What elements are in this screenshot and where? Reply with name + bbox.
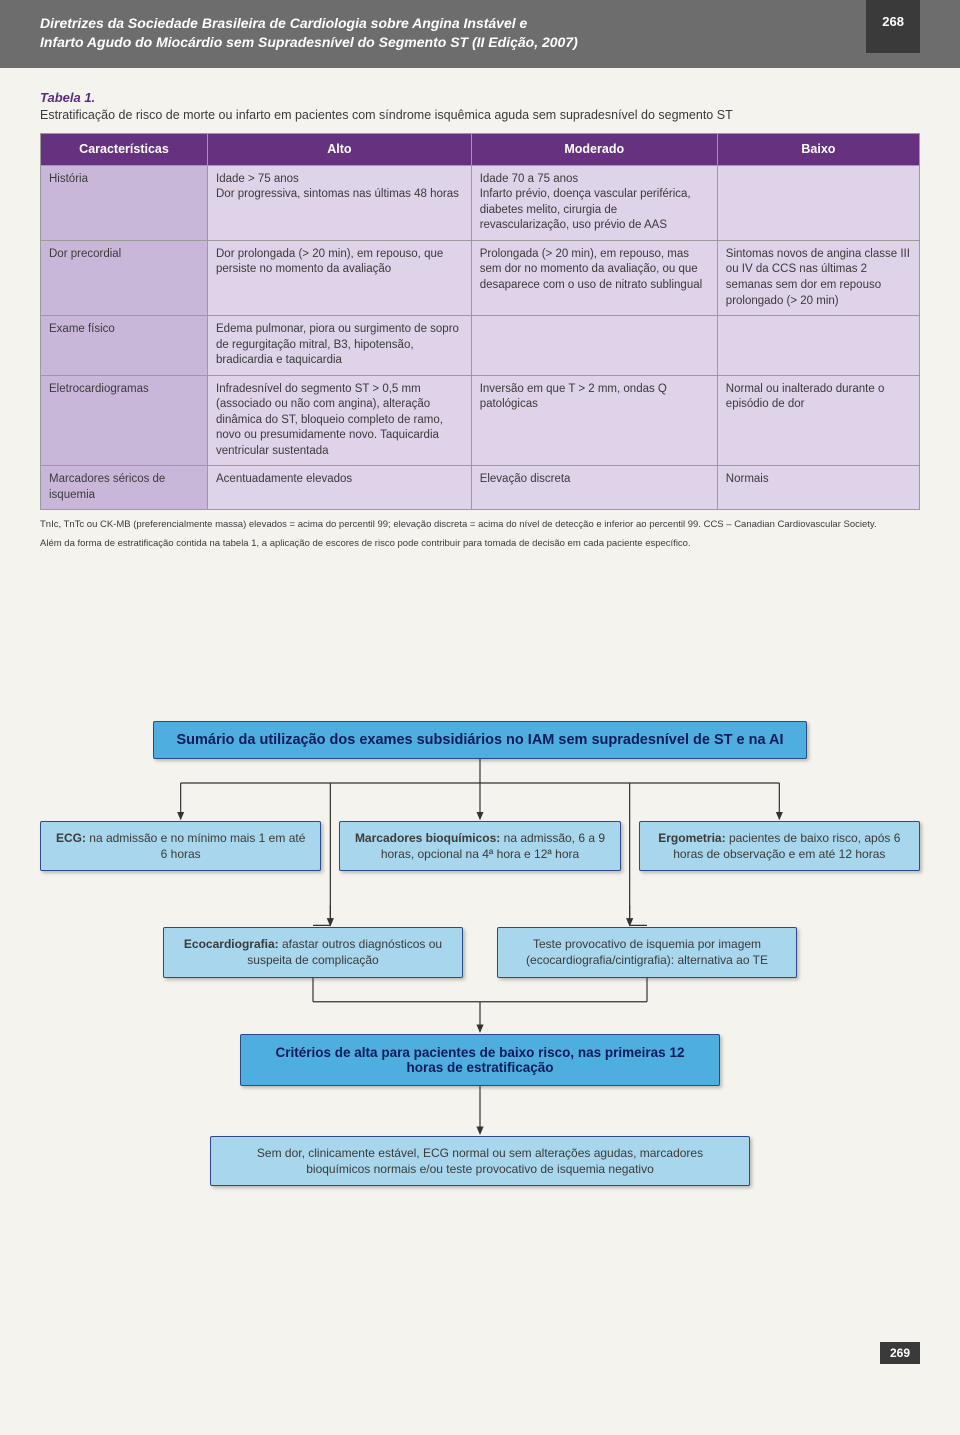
cell-moderado: Prolongada (> 20 min), em repouso, mas s…: [471, 240, 717, 315]
cell-alto: Edema pulmonar, piora ou surgimento de s…: [208, 316, 472, 376]
flowchart: Sumário da utilização dos exames subsidi…: [40, 721, 920, 1186]
cell-baixo: [717, 165, 919, 240]
table-row: Dor precordialDor prolongada (> 20 min),…: [41, 240, 920, 315]
col-header: Moderado: [471, 134, 717, 166]
cell-moderado: Elevação discreta: [471, 466, 717, 510]
label: ECG:: [56, 831, 86, 845]
table-row: HistóriaIdade > 75 anos Dor progressiva,…: [41, 165, 920, 240]
table-row: Exame físicoEdema pulmonar, piora ou sur…: [41, 316, 920, 376]
cell-baixo: Normais: [717, 466, 919, 510]
cell-moderado: Idade 70 a 75 anos Infarto prévio, doenç…: [471, 165, 717, 240]
cell-alto: Acentuadamente elevados: [208, 466, 472, 510]
cell-alto: Infradesnível do segmento ST > 0,5 mm (a…: [208, 375, 472, 466]
cell-moderado: [471, 316, 717, 376]
flow-box-echo: Ecocardiografia: afastar outros diagnóst…: [163, 927, 463, 977]
flow-criteria-title: Critérios de alta para pacientes de baix…: [240, 1034, 720, 1086]
cell-baixo: [717, 316, 919, 376]
table-footnote: TnIc, TnTc ou CK-MB (preferencialmente m…: [40, 518, 920, 531]
cell-baixo: Sintomas novos de angina classe III ou I…: [717, 240, 919, 315]
label: Ergometria:: [658, 831, 725, 845]
risk-table: Características Alto Moderado Baixo Hist…: [40, 133, 920, 510]
row-label: Exame físico: [41, 316, 208, 376]
text: na admissão e no mínimo mais 1 em até 6 …: [86, 831, 305, 861]
page-number-bottom: 269: [880, 1342, 920, 1364]
flow-title-text: Sumário da utilização dos exames subsidi…: [176, 732, 783, 748]
flow-title-box: Sumário da utilização dos exames subsidi…: [153, 721, 806, 759]
flow-box-ecg: ECG: na admissão e no mínimo mais 1 em a…: [40, 821, 321, 871]
table-header-row: Características Alto Moderado Baixo: [41, 134, 920, 166]
row-label: Eletrocardiogramas: [41, 375, 208, 466]
table-footnote: Além da forma de estratificação contida …: [40, 537, 920, 550]
cell-alto: Dor prolongada (> 20 min), em repouso, q…: [208, 240, 472, 315]
col-header: Baixo: [717, 134, 919, 166]
page-footer: 269: [0, 1346, 960, 1384]
row-label: História: [41, 165, 208, 240]
cell-alto: Idade > 75 anos Dor progressiva, sintoma…: [208, 165, 472, 240]
table-label: Tabela 1.: [40, 90, 920, 105]
flow-row-exams: ECG: na admissão e no mínimo mais 1 em a…: [40, 821, 920, 871]
cell-moderado: Inversão em que T > 2 mm, ondas Q patoló…: [471, 375, 717, 466]
label: Marcadores bioquímicos:: [355, 831, 500, 845]
header-line2: Infarto Agudo do Miocárdio sem Supradesn…: [40, 34, 578, 50]
flow-box-ergometry: Ergometria: pacientes de baixo risco, ap…: [639, 821, 920, 871]
header-line1: Diretrizes da Sociedade Brasileira de Ca…: [40, 15, 527, 31]
row-label: Dor precordial: [41, 240, 208, 315]
page-number-top: 268: [866, 0, 920, 53]
document-header: Diretrizes da Sociedade Brasileira de Ca…: [0, 0, 960, 68]
table-row: Marcadores séricos de isquemiaAcentuadam…: [41, 466, 920, 510]
text: Teste provocativo de isquemia por imagem…: [526, 937, 768, 967]
table-caption: Estratificação de risco de morte ou infa…: [40, 107, 920, 123]
label: Ecocardiografia:: [184, 937, 279, 951]
table-row: EletrocardiogramasInfradesnível do segme…: [41, 375, 920, 466]
flow-box-markers: Marcadores bioquímicos: na admissão, 6 a…: [339, 821, 620, 871]
cell-baixo: Normal ou inalterado durante o episódio …: [717, 375, 919, 466]
header-title: Diretrizes da Sociedade Brasileira de Ca…: [40, 14, 578, 52]
flow-criteria-title-row: Critérios de alta para pacientes de baix…: [240, 1034, 720, 1086]
flow-box-provocative: Teste provocativo de isquemia por imagem…: [497, 927, 797, 977]
flow-criteria-text-row: Sem dor, clinicamente estável, ECG norma…: [210, 1136, 750, 1186]
criteria-text: Sem dor, clinicamente estável, ECG norma…: [257, 1146, 703, 1176]
col-header: Alto: [208, 134, 472, 166]
flow-row-secondary: Ecocardiografia: afastar outros diagnóst…: [40, 927, 920, 977]
page-content: Tabela 1. Estratificação de risco de mor…: [0, 68, 960, 1226]
flow-criteria-text-box: Sem dor, clinicamente estável, ECG norma…: [210, 1136, 750, 1186]
criteria-title-text: Critérios de alta para pacientes de baix…: [276, 1045, 685, 1075]
col-header: Características: [41, 134, 208, 166]
row-label: Marcadores séricos de isquemia: [41, 466, 208, 510]
